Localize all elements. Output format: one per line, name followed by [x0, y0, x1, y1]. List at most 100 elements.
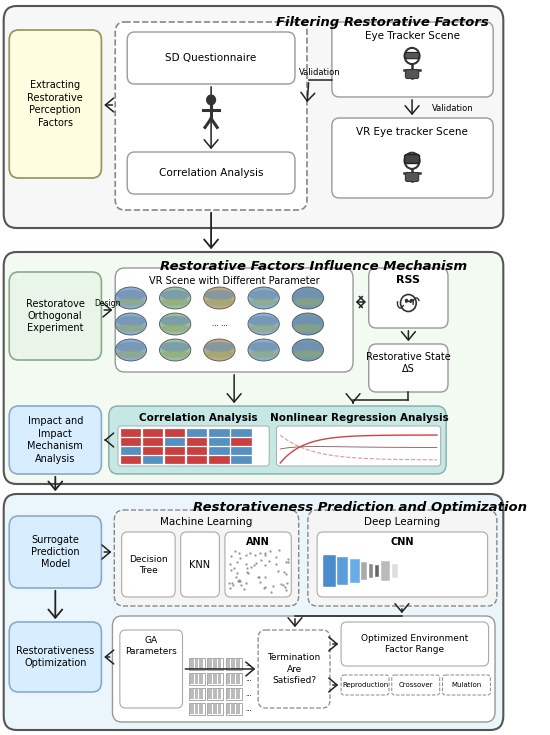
FancyBboxPatch shape [4, 6, 503, 228]
FancyBboxPatch shape [341, 675, 389, 695]
Text: GA
Parameters: GA Parameters [125, 636, 177, 656]
Ellipse shape [292, 287, 323, 309]
Ellipse shape [160, 339, 191, 361]
Text: Decision
Tree: Decision Tree [129, 555, 168, 575]
Point [267, 587, 276, 598]
Text: Eye Tracker Scene: Eye Tracker Scene [365, 31, 460, 41]
Ellipse shape [248, 287, 279, 309]
Point [277, 578, 285, 590]
Ellipse shape [161, 290, 190, 300]
FancyBboxPatch shape [112, 616, 495, 722]
Point [272, 558, 280, 570]
Bar [187, 447, 207, 455]
Ellipse shape [117, 324, 145, 332]
Bar [199, 674, 203, 684]
FancyBboxPatch shape [341, 622, 488, 666]
FancyBboxPatch shape [9, 622, 101, 692]
Point [250, 549, 259, 561]
Ellipse shape [161, 298, 189, 306]
Point [255, 577, 264, 589]
Bar [189, 673, 205, 685]
Ellipse shape [161, 324, 189, 332]
Text: Restoratove
Orthogonal
Experiment: Restoratove Orthogonal Experiment [26, 298, 85, 334]
Text: Restorativeness Prediction and Optimization: Restorativeness Prediction and Optimizat… [192, 501, 526, 514]
Point [268, 580, 277, 592]
FancyBboxPatch shape [368, 268, 448, 328]
Text: Restorative State
ΔS: Restorative State ΔS [366, 352, 451, 374]
Text: Crossover: Crossover [399, 682, 433, 688]
Point [234, 575, 243, 587]
Point [233, 556, 242, 568]
Point [278, 579, 287, 591]
Point [283, 553, 292, 564]
Bar [236, 659, 240, 669]
Text: VR Eye tracker Scene: VR Eye tracker Scene [356, 127, 468, 137]
FancyBboxPatch shape [4, 494, 503, 730]
Point [271, 551, 280, 563]
Bar [207, 658, 223, 670]
Bar [209, 456, 229, 464]
Ellipse shape [250, 324, 277, 332]
Text: KNN: KNN [189, 560, 211, 570]
FancyBboxPatch shape [405, 70, 419, 79]
Bar [190, 704, 194, 714]
Point [241, 549, 250, 561]
Text: Design: Design [95, 298, 121, 307]
Point [260, 582, 269, 594]
Ellipse shape [206, 350, 233, 358]
Ellipse shape [116, 339, 146, 361]
Bar [207, 673, 223, 685]
Ellipse shape [116, 287, 146, 309]
Ellipse shape [292, 339, 323, 361]
FancyBboxPatch shape [9, 406, 101, 474]
Bar [121, 438, 141, 446]
Ellipse shape [205, 342, 234, 352]
Point [235, 576, 244, 587]
Ellipse shape [116, 316, 146, 326]
Point [257, 554, 266, 566]
Point [273, 565, 282, 577]
Point [236, 579, 245, 591]
Bar [232, 704, 235, 714]
Point [279, 566, 288, 578]
Bar [199, 659, 203, 669]
Ellipse shape [292, 313, 323, 335]
Bar [232, 438, 252, 446]
Bar [218, 659, 221, 669]
Bar [195, 674, 198, 684]
Text: Deep Learning: Deep Learning [364, 517, 440, 527]
Point [283, 556, 292, 568]
Text: Optimized Environment
Factor Range: Optimized Environment Factor Range [361, 634, 469, 654]
Point [246, 547, 255, 559]
FancyBboxPatch shape [127, 32, 295, 84]
Bar [165, 438, 185, 446]
Point [261, 581, 270, 593]
Text: Filtering Restorative Factors: Filtering Restorative Factors [276, 15, 489, 29]
Point [282, 568, 291, 580]
FancyBboxPatch shape [405, 173, 419, 182]
Text: Validation: Validation [432, 104, 474, 112]
Bar [143, 438, 163, 446]
Bar [392, 564, 398, 578]
Point [241, 559, 250, 570]
Bar [209, 447, 229, 455]
Point [231, 545, 240, 557]
Text: Restorativeness
Optimization: Restorativeness Optimization [16, 646, 95, 668]
Bar [323, 555, 336, 587]
Bar [189, 688, 205, 700]
Text: RSS: RSS [397, 275, 420, 285]
Point [242, 567, 251, 578]
Bar [121, 429, 141, 437]
FancyBboxPatch shape [317, 532, 488, 597]
Bar [189, 703, 205, 715]
Bar [187, 456, 207, 464]
Bar [218, 674, 221, 684]
Bar [375, 565, 379, 577]
Ellipse shape [250, 350, 277, 358]
Bar [232, 456, 252, 464]
Bar [213, 689, 217, 699]
Bar [209, 438, 229, 446]
Ellipse shape [249, 316, 278, 326]
Ellipse shape [248, 313, 279, 335]
Bar [207, 688, 223, 700]
